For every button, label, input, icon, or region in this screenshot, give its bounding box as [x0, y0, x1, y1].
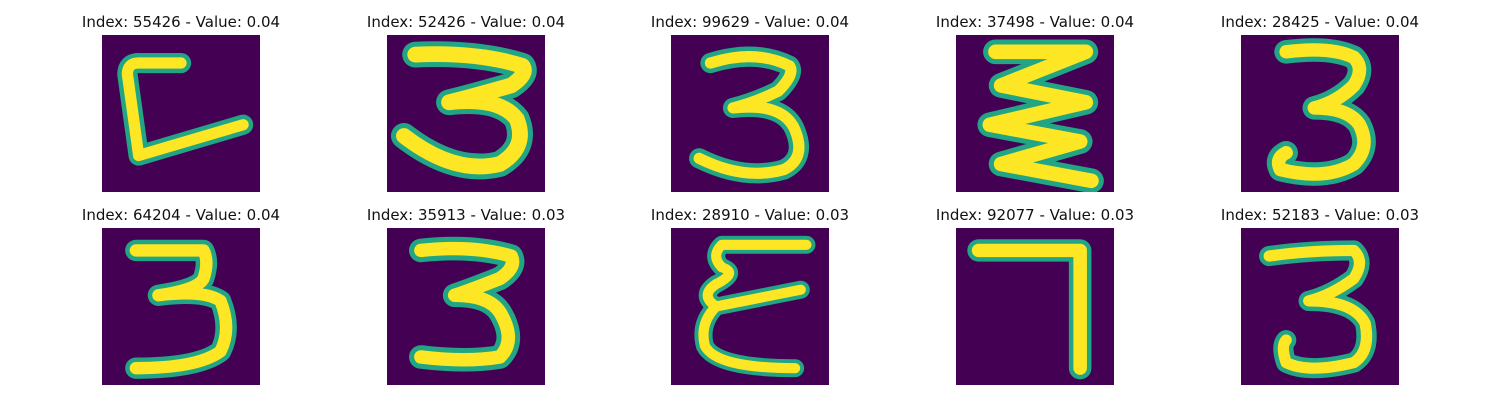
- digit-image: [387, 228, 545, 385]
- digit-image: [102, 228, 260, 385]
- digit-image: [956, 228, 1114, 385]
- digit-image: [102, 35, 260, 192]
- panel-9: Index: 92077 - Value: 0.03: [892, 206, 1178, 396]
- panel-title: Index: 52183 - Value: 0.03: [1220, 206, 1420, 224]
- panel-title: Index: 37498 - Value: 0.04: [935, 13, 1135, 31]
- panel-title: Index: 55426 - Value: 0.04: [81, 13, 281, 31]
- panel-7: Index: 35913 - Value: 0.03: [323, 206, 609, 396]
- digit-image: [1241, 35, 1399, 192]
- panel-5: Index: 28425 - Value: 0.04: [1177, 13, 1463, 203]
- digit-image: [671, 35, 829, 192]
- digit-image: [671, 228, 829, 385]
- panel-6: Index: 64204 - Value: 0.04: [38, 206, 324, 396]
- panel-2: Index: 52426 - Value: 0.04: [323, 13, 609, 203]
- panel-title: Index: 28425 - Value: 0.04: [1220, 13, 1420, 31]
- panel-title: Index: 64204 - Value: 0.04: [81, 206, 281, 224]
- panel-3: Index: 99629 - Value: 0.04: [607, 13, 893, 203]
- panel-4: Index: 37498 - Value: 0.04: [892, 13, 1178, 203]
- panel-title: Index: 35913 - Value: 0.03: [366, 206, 566, 224]
- digit-image: [1241, 228, 1399, 385]
- digit-image: [956, 35, 1114, 192]
- panel-10: Index: 52183 - Value: 0.03: [1177, 206, 1463, 396]
- panel-title: Index: 52426 - Value: 0.04: [366, 13, 566, 31]
- panel-title: Index: 28910 - Value: 0.03: [650, 206, 850, 224]
- panel-8: Index: 28910 - Value: 0.03: [607, 206, 893, 396]
- panel-title: Index: 92077 - Value: 0.03: [935, 206, 1135, 224]
- digit-image: [387, 35, 545, 192]
- panel-title: Index: 99629 - Value: 0.04: [650, 13, 850, 31]
- panel-1: Index: 55426 - Value: 0.04: [38, 13, 324, 203]
